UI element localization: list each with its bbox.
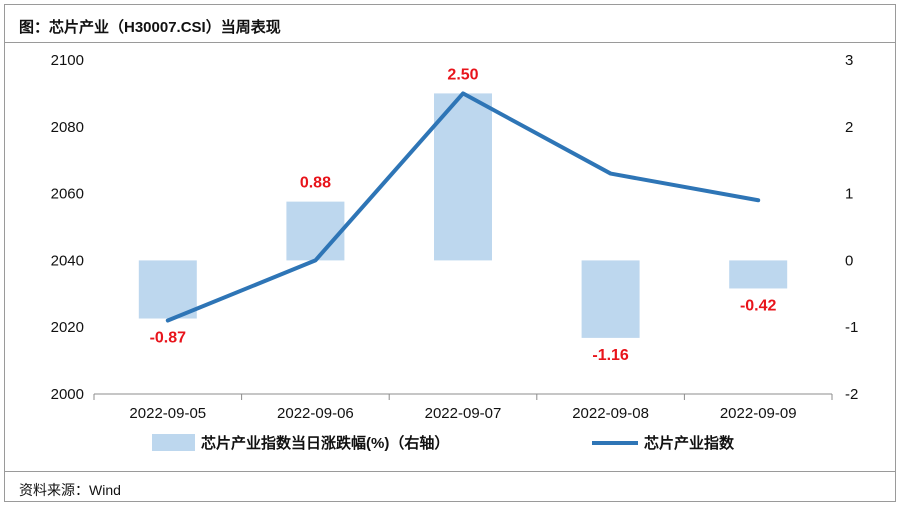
chart-title: 图：芯片产业（H30007.CSI）当周表现 [19, 19, 281, 36]
y-right-tick-label: 1 [845, 186, 853, 203]
y-left-tick-label: 2080 [51, 119, 84, 136]
bar-data-label: 0.88 [300, 175, 331, 192]
bar-daily-change [729, 260, 788, 289]
legend-line-label: 芯片产业指数 [644, 434, 735, 452]
y-right-tick-label: 0 [845, 252, 853, 269]
bar-daily-change [434, 93, 492, 261]
y-right-tick-label: -2 [845, 386, 858, 403]
y-right-tick-label: 2 [845, 119, 853, 136]
x-tick-label: 2022-09-06 [277, 405, 354, 422]
x-tick-label: 2022-09-07 [425, 405, 502, 422]
bar-data-label: -1.16 [592, 347, 629, 364]
x-tick-label: 2022-09-09 [720, 405, 797, 422]
x-tick-label: 2022-09-08 [572, 405, 649, 422]
y-left-tick-label: 2040 [51, 252, 84, 269]
source-note: 资料来源：Wind [19, 482, 121, 498]
bar-daily-change [138, 260, 197, 319]
legend-bar-label: 芯片产业指数当日涨跌幅(%)（右轴） [201, 434, 449, 452]
bar-daily-change [286, 201, 345, 261]
y-left-tick-label: 2060 [51, 186, 84, 203]
y-left-tick-label: 2020 [51, 319, 84, 336]
bar-data-label: -0.87 [150, 330, 187, 347]
legend-bar-swatch [152, 434, 195, 451]
y-right-tick-label: 3 [845, 52, 853, 69]
bar-data-label: -0.42 [740, 297, 777, 314]
x-tick-label: 2022-09-05 [129, 405, 206, 422]
y-left-tick-label: 2100 [51, 52, 84, 69]
source-divider [5, 471, 895, 472]
index-line [165, 91, 761, 323]
y-right-tick-label: -1 [845, 319, 858, 336]
bar-data-label: 2.50 [447, 66, 478, 83]
y-left-tick-label: 2000 [51, 386, 84, 403]
bar-daily-change [581, 260, 640, 338]
title-divider [5, 42, 895, 43]
